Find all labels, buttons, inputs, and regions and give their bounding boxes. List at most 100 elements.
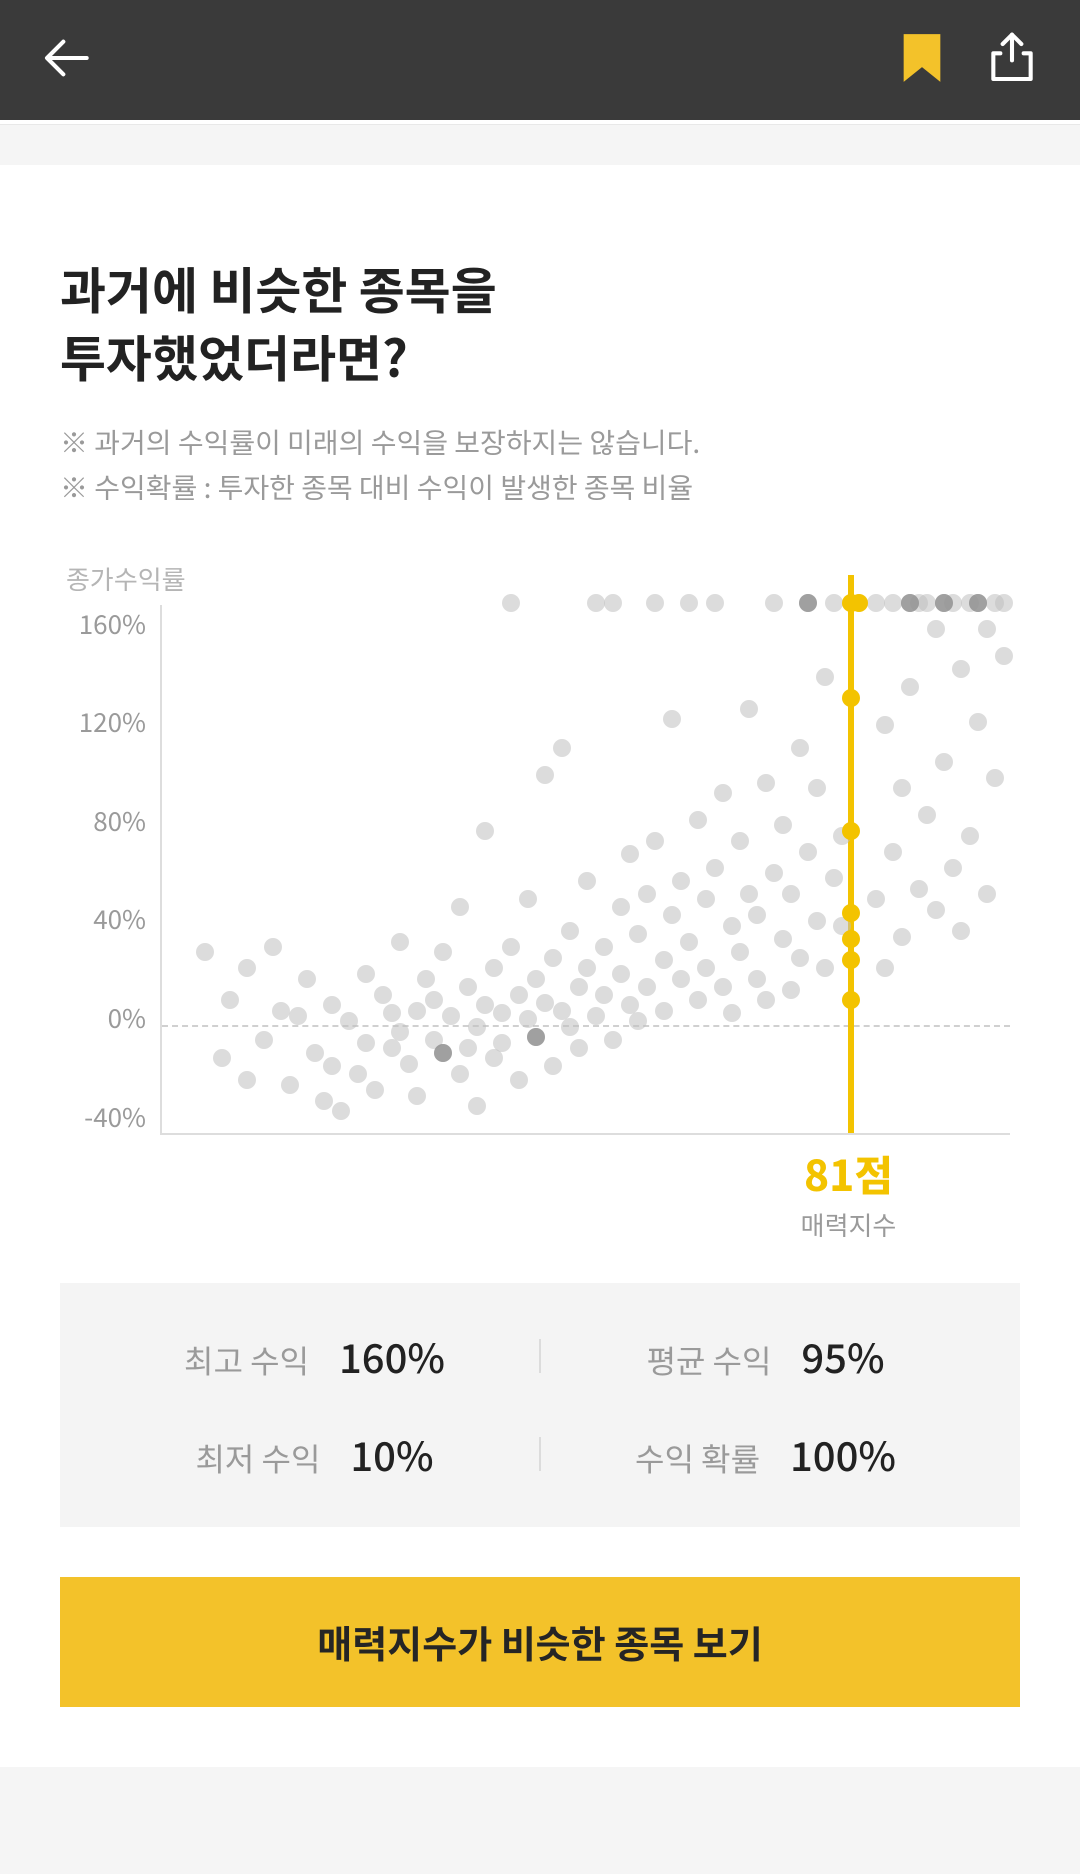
stats-box: 최고 수익160%평균 수익95%최저 수익10%수익 확률100% (60, 1283, 1020, 1527)
data-point (901, 678, 919, 696)
data-point (952, 660, 970, 678)
score-value: 81점 (789, 1143, 909, 1204)
data-point (383, 1039, 401, 1057)
data-point (595, 986, 613, 1004)
bookmark-icon[interactable] (900, 32, 944, 89)
zero-line (162, 1025, 1010, 1027)
app-header (0, 0, 1080, 120)
data-point (527, 970, 545, 988)
data-point (255, 1031, 273, 1049)
data-point-dark (434, 1044, 452, 1062)
data-point (578, 872, 596, 890)
data-point (425, 991, 443, 1009)
data-point (791, 739, 809, 757)
data-point (485, 959, 503, 977)
data-point (264, 938, 282, 956)
stat-label: 평균 수익 (646, 1337, 771, 1383)
data-point (374, 986, 392, 1004)
y-tick: 120% (60, 703, 146, 740)
data-point (357, 1034, 375, 1052)
data-point (493, 1034, 511, 1052)
data-point (340, 1012, 358, 1030)
data-point-highlight (842, 991, 860, 1009)
data-point (952, 922, 970, 940)
data-point (451, 898, 469, 916)
data-point (213, 1049, 231, 1067)
data-point (238, 1071, 256, 1089)
data-point (366, 1081, 384, 1099)
data-point (553, 739, 571, 757)
data-point (672, 970, 690, 988)
data-point (731, 832, 749, 850)
data-point (978, 620, 996, 638)
y-tick: -40% (60, 1098, 146, 1135)
data-point (740, 885, 758, 903)
data-point (893, 928, 911, 946)
data-point (782, 981, 800, 999)
data-point (748, 906, 766, 924)
data-point (910, 880, 928, 898)
data-point (714, 784, 732, 802)
data-point (816, 668, 834, 686)
data-point (544, 1057, 562, 1075)
data-point (723, 1004, 741, 1022)
data-point (536, 994, 554, 1012)
share-icon[interactable] (984, 30, 1040, 91)
data-point (323, 1057, 341, 1075)
data-point (799, 843, 817, 861)
data-point (391, 933, 409, 951)
data-point (714, 978, 732, 996)
data-point-highlight (842, 822, 860, 840)
data-point (519, 890, 537, 908)
data-point (476, 822, 494, 840)
data-point (876, 716, 894, 734)
disclaimer-1: ※ 과거의 수익률이 미래의 수익을 보장하지는 않습니다. (60, 420, 1020, 465)
data-point (808, 912, 826, 930)
data-point (638, 885, 656, 903)
data-point-highlight (842, 930, 860, 948)
title-line-2: 투자했었더라면? (60, 320, 408, 392)
data-point (408, 1002, 426, 1020)
data-point (476, 996, 494, 1014)
data-point (502, 594, 520, 612)
data-point (791, 949, 809, 967)
data-point (663, 710, 681, 728)
stat-value: 95% (801, 1327, 884, 1385)
data-point (306, 1044, 324, 1062)
data-point-dark (901, 594, 919, 612)
data-point-highlight (842, 689, 860, 707)
data-point (238, 959, 256, 977)
data-point (289, 1007, 307, 1025)
data-point (621, 845, 639, 863)
data-point (646, 832, 664, 850)
data-point (383, 1004, 401, 1022)
data-point (578, 959, 596, 977)
data-point (510, 1071, 528, 1089)
stat-label: 최고 수익 (184, 1337, 309, 1383)
back-icon[interactable] (40, 67, 96, 91)
data-point (961, 827, 979, 845)
view-similar-button[interactable]: 매력지수가 비슷한 종목 보기 (60, 1577, 1020, 1707)
data-point (867, 890, 885, 908)
data-point (629, 1012, 647, 1030)
data-point (468, 1097, 486, 1115)
data-point (825, 594, 843, 612)
data-point (510, 986, 528, 1004)
data-point-dark (527, 1028, 545, 1046)
data-point (544, 949, 562, 967)
score-marker-line (848, 575, 854, 1133)
data-point (493, 1004, 511, 1022)
stat-label: 수익 확률 (635, 1435, 760, 1481)
disclaimer-block: ※ 과거의 수익률이 미래의 수익을 보장하지는 않습니다. ※ 수익확률 : … (60, 420, 1020, 510)
data-point (612, 965, 630, 983)
data-point (459, 978, 477, 996)
data-point (451, 1065, 469, 1083)
data-point (731, 943, 749, 961)
data-point-dark (799, 594, 817, 612)
data-point (298, 970, 316, 988)
data-point (748, 970, 766, 988)
data-point (595, 938, 613, 956)
data-point (468, 1018, 486, 1036)
data-point (680, 933, 698, 951)
data-point (323, 996, 341, 1014)
